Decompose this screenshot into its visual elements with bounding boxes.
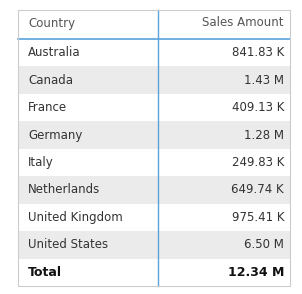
Text: 649.74 K: 649.74 K [231, 183, 284, 196]
Text: Germany: Germany [28, 128, 82, 141]
Text: 841.83 K: 841.83 K [232, 46, 284, 59]
Text: Italy: Italy [28, 156, 54, 169]
Text: Netherlands: Netherlands [28, 183, 100, 196]
Text: 409.13 K: 409.13 K [232, 101, 284, 114]
Text: 249.83 K: 249.83 K [232, 156, 284, 169]
Text: United Kingdom: United Kingdom [28, 211, 123, 224]
Text: Australia: Australia [28, 46, 81, 59]
FancyBboxPatch shape [18, 231, 290, 258]
FancyBboxPatch shape [18, 66, 290, 94]
Text: 1.43 M: 1.43 M [244, 74, 284, 87]
Text: 6.50 M: 6.50 M [244, 238, 284, 251]
FancyBboxPatch shape [18, 121, 290, 149]
Text: 1.28 M: 1.28 M [244, 128, 284, 141]
Text: Sales Amount: Sales Amount [203, 16, 284, 29]
Text: Canada: Canada [28, 74, 73, 87]
Text: 975.41 K: 975.41 K [232, 211, 284, 224]
Text: United States: United States [28, 238, 108, 251]
Text: 12.34 M: 12.34 M [228, 266, 284, 279]
Text: France: France [28, 101, 67, 114]
Text: Total: Total [28, 266, 62, 279]
FancyBboxPatch shape [18, 176, 290, 204]
Text: Country: Country [28, 16, 75, 29]
